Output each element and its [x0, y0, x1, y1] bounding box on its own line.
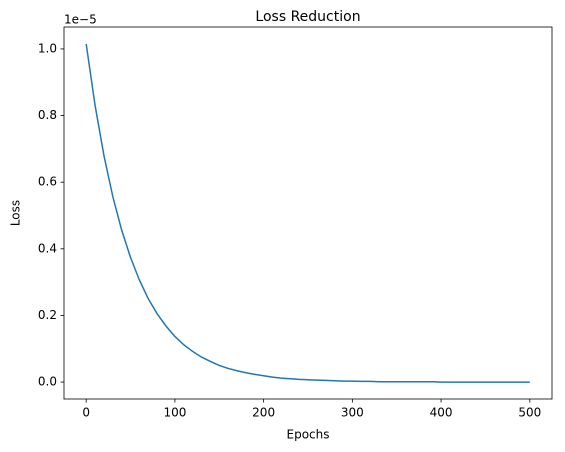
x-tick-label: 500: [518, 406, 541, 420]
y-tick-label: 1.0: [38, 41, 57, 55]
line-series: [85, 43, 530, 383]
x-tick-label: 400: [430, 406, 453, 420]
y-tick-label: 0.4: [38, 241, 57, 255]
y-axis-label: Loss: [9, 200, 23, 226]
y-tick-label: 0.8: [38, 108, 57, 122]
y-offset-label: 1e−5: [64, 13, 97, 27]
y-tick-label: 0.6: [38, 175, 57, 189]
axes-frame: [63, 26, 553, 400]
x-tick-label: 200: [252, 406, 275, 420]
x-tick-label: 100: [163, 406, 186, 420]
y-tick-label: 0.0: [38, 375, 57, 389]
y-tick-label: 0.2: [38, 308, 57, 322]
x-tick-label: 0: [82, 406, 90, 420]
x-axis-label: Epochs: [287, 428, 330, 442]
x-tick-label: 300: [341, 406, 364, 420]
chart-title: Loss Reduction: [255, 9, 360, 25]
